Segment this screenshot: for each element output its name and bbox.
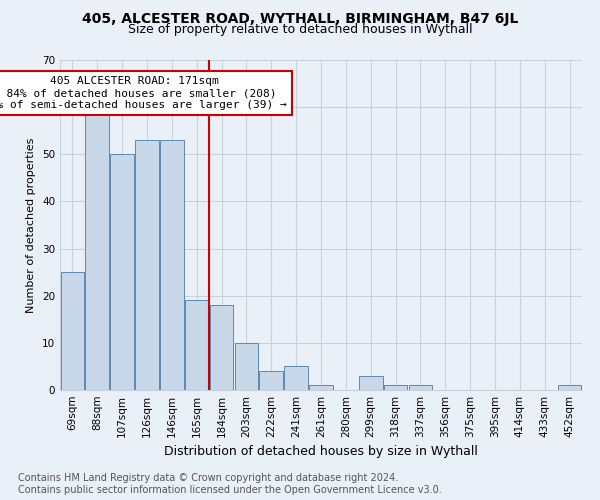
Bar xyxy=(558,386,581,390)
Bar xyxy=(235,343,258,390)
Bar xyxy=(384,386,407,390)
Bar xyxy=(259,371,283,390)
Y-axis label: Number of detached properties: Number of detached properties xyxy=(26,138,37,312)
Bar xyxy=(61,272,84,390)
Bar xyxy=(110,154,134,390)
Text: 405 ALCESTER ROAD: 171sqm
← 84% of detached houses are smaller (208)
16% of semi: 405 ALCESTER ROAD: 171sqm ← 84% of detac… xyxy=(0,76,286,110)
Bar xyxy=(210,305,233,390)
Text: 405, ALCESTER ROAD, WYTHALL, BIRMINGHAM, B47 6JL: 405, ALCESTER ROAD, WYTHALL, BIRMINGHAM,… xyxy=(82,12,518,26)
Bar xyxy=(135,140,159,390)
Bar xyxy=(284,366,308,390)
Text: Contains HM Land Registry data © Crown copyright and database right 2024.
Contai: Contains HM Land Registry data © Crown c… xyxy=(18,474,442,495)
Bar xyxy=(359,376,383,390)
Bar xyxy=(409,386,432,390)
Bar xyxy=(309,386,333,390)
Bar xyxy=(160,140,184,390)
X-axis label: Distribution of detached houses by size in Wythall: Distribution of detached houses by size … xyxy=(164,446,478,458)
Text: Size of property relative to detached houses in Wythall: Size of property relative to detached ho… xyxy=(128,22,472,36)
Bar xyxy=(185,300,209,390)
Bar xyxy=(85,112,109,390)
